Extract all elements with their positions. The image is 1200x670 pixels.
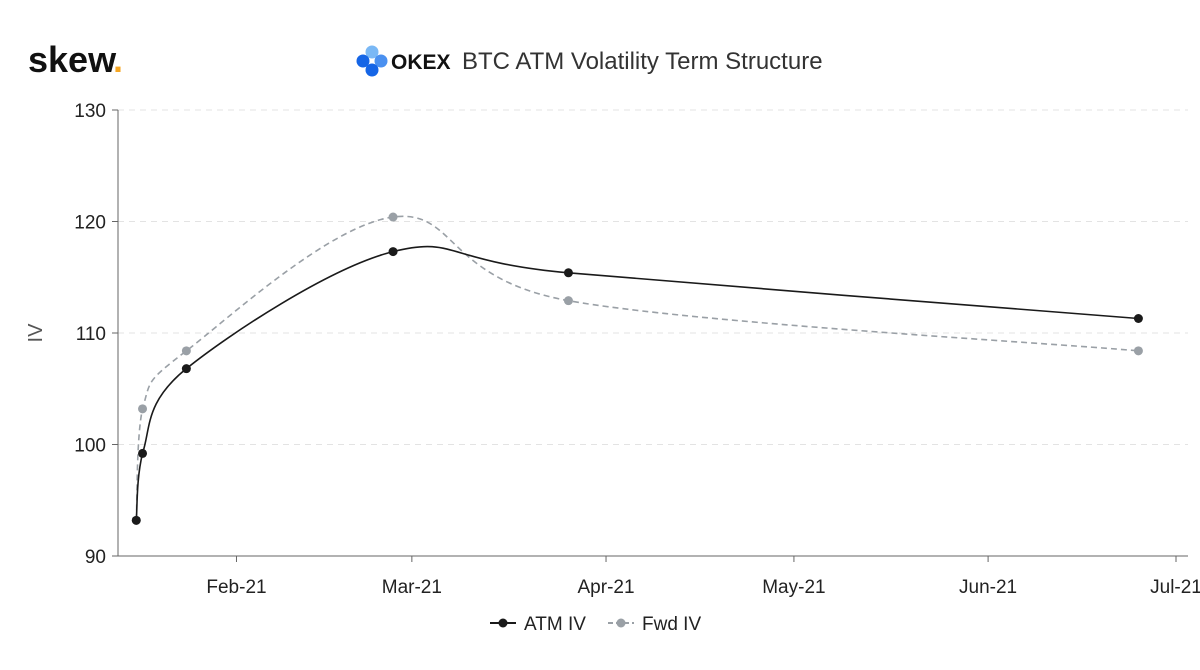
legend: ATM IV Fwd IV [490, 614, 701, 635]
data-point[interactable] [138, 448, 148, 458]
legend-marker [498, 618, 508, 628]
legend-item-atm-iv[interactable]: ATM IV [490, 614, 586, 635]
legend-item-fwd-iv[interactable]: Fwd IV [608, 614, 701, 635]
chart-title: BTC ATM Volatility Term Structure [462, 48, 823, 75]
okex-logo: OKEX [356, 45, 451, 77]
y-tick-label: 90 [85, 547, 106, 568]
series-line [135, 215, 1139, 521]
y-axis-title: IV [25, 323, 47, 343]
legend-label: ATM IV [524, 614, 586, 635]
x-tick-label: Apr-21 [578, 577, 635, 598]
skew-logo: skew . [28, 39, 123, 80]
data-point[interactable] [1133, 314, 1143, 324]
grid [118, 109, 1188, 445]
data-point[interactable] [1133, 346, 1143, 356]
skew-logo-dot: . [113, 39, 123, 80]
data-point[interactable] [563, 268, 573, 278]
y-tick-label: 130 [74, 101, 106, 122]
y-ticks: 90 100 110 120 130 [74, 101, 118, 568]
skew-logo-text: skew [28, 39, 117, 80]
legend-marker [616, 618, 626, 628]
axes [117, 110, 1188, 557]
series-atm-iv [131, 245, 1143, 525]
data-point[interactable] [131, 515, 141, 525]
x-tick-label: Feb-21 [206, 577, 266, 598]
series [131, 212, 1143, 525]
data-point[interactable] [388, 247, 398, 257]
data-point[interactable] [138, 404, 148, 414]
data-point[interactable] [181, 346, 191, 356]
x-tick-label: Mar-21 [382, 577, 442, 598]
data-point[interactable] [388, 212, 398, 222]
okex-logo-text: OKEX [391, 51, 451, 74]
data-point[interactable] [563, 296, 573, 306]
x-tick-label: May-21 [762, 577, 825, 598]
x-tick-label: Jul-21 [1150, 577, 1200, 598]
x-tick-label: Jun-21 [959, 577, 1017, 598]
series-fwd-iv [131, 212, 1143, 525]
y-tick-label: 100 [74, 436, 106, 457]
series-line [135, 245, 1139, 521]
okex-logo-icon [356, 45, 388, 77]
y-tick-label: 110 [76, 324, 106, 345]
y-tick-label: 120 [74, 213, 106, 234]
legend-label: Fwd IV [642, 614, 701, 635]
data-point[interactable] [181, 364, 191, 374]
x-ticks: Feb-21 Mar-21 Apr-21 May-21 Jun-21 Jul-21 [206, 556, 1200, 598]
